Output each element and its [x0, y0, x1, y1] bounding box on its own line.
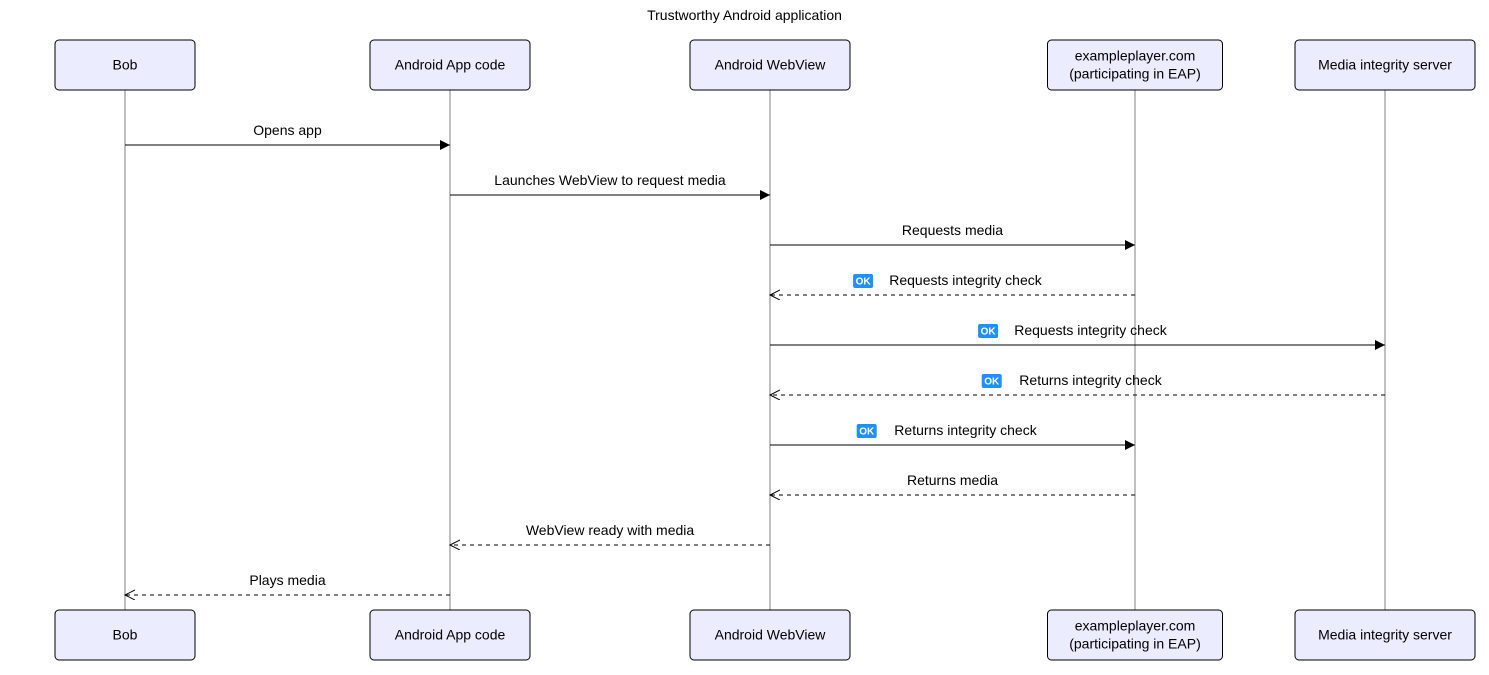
message-2: Requests media — [770, 222, 1135, 245]
ok-badge-text: OK — [981, 327, 997, 338]
message-0: Opens app — [125, 122, 450, 145]
message-label: Plays media — [249, 572, 325, 588]
message-5: OK Returns integrity check — [770, 372, 1385, 395]
message-label: Requests integrity check — [889, 272, 1043, 288]
message-label: Opens app — [253, 122, 322, 138]
actor-bob: Bob — [55, 610, 195, 660]
actor-example: exampleplayer.com (participating in EAP) — [1048, 610, 1223, 660]
svg-text:Android App code: Android App code — [395, 57, 506, 73]
svg-text:Bob: Bob — [113, 627, 138, 643]
actor-example: exampleplayer.com (participating in EAP) — [1048, 40, 1223, 90]
svg-text:Android WebView: Android WebView — [715, 627, 827, 643]
svg-text:Android App code: Android App code — [395, 627, 506, 643]
message-label: Returns integrity check — [1019, 372, 1162, 388]
actor-bob: Bob — [55, 40, 195, 90]
message-label: Launches WebView to request media — [494, 172, 726, 188]
ok-badge-text: OK — [984, 377, 1000, 388]
actor-server: Media integrity server — [1295, 40, 1475, 90]
message-label: Returns media — [907, 472, 998, 488]
message-7: Returns media — [770, 472, 1135, 495]
svg-text:Media integrity server: Media integrity server — [1318, 627, 1452, 643]
message-9: Plays media — [125, 572, 450, 595]
message-4: OK Requests integrity check — [770, 322, 1385, 345]
ok-badge-text: OK — [856, 277, 872, 288]
actor-appcode: Android App code — [370, 610, 530, 660]
message-label: Requests media — [902, 222, 1003, 238]
ok-badge-text: OK — [859, 427, 875, 438]
message-1: Launches WebView to request media — [450, 172, 770, 195]
svg-text:Android WebView: Android WebView — [715, 57, 827, 73]
message-label: Returns integrity check — [894, 422, 1037, 438]
actor-server: Media integrity server — [1295, 610, 1475, 660]
svg-text:Media integrity server: Media integrity server — [1318, 57, 1452, 73]
actor-webview: Android WebView — [690, 40, 850, 90]
sequence-diagram: Trustworthy Android application Bob Androi… — [0, 0, 1489, 675]
diagram-title: Trustworthy Android application — [647, 7, 842, 23]
message-6: OK Returns integrity check — [770, 422, 1135, 445]
svg-text:Bob: Bob — [113, 57, 138, 73]
svg-text:exampleplayer.com: exampleplayer.com — [1075, 618, 1196, 634]
message-label: Requests integrity check — [1014, 322, 1168, 338]
message-8: WebView ready with media — [450, 522, 770, 545]
svg-text:(participating in EAP): (participating in EAP) — [1069, 66, 1201, 82]
message-label: WebView ready with media — [526, 522, 695, 538]
actor-appcode: Android App code — [370, 40, 530, 90]
message-3: OK Requests integrity check — [770, 272, 1135, 295]
svg-text:(participating in EAP): (participating in EAP) — [1069, 636, 1201, 652]
svg-text:exampleplayer.com: exampleplayer.com — [1075, 48, 1196, 64]
actor-webview: Android WebView — [690, 610, 850, 660]
